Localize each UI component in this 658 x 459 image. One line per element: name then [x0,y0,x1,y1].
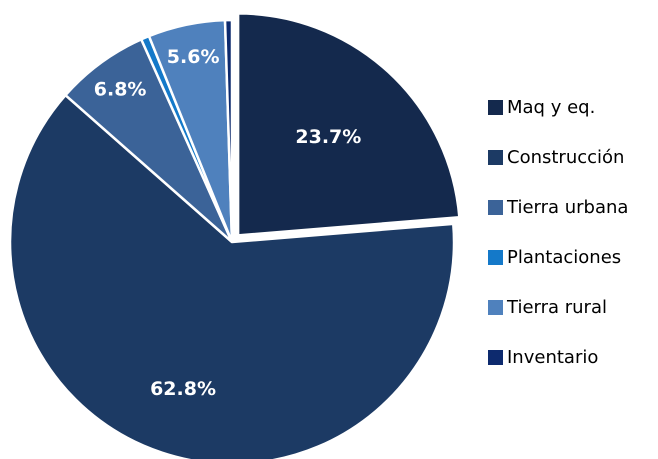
pie-slice [223,18,234,243]
legend-label: Plantaciones [507,247,621,268]
legend-swatch [488,200,503,215]
legend-swatch [488,300,503,315]
legend-label: Tierra urbana [506,197,628,218]
legend-label: Inventario [507,347,598,368]
legend-swatch [488,350,503,365]
legend-label: Maq y eq. [507,97,595,118]
legend-swatch [488,100,503,115]
legend-label: Construcción [507,147,624,168]
value-label: 62.8% [150,378,216,400]
value-label: 23.7% [295,126,361,148]
value-label: 6.8% [94,79,147,101]
pie-slice [8,93,456,459]
legend-swatch [488,250,503,265]
legend-swatch [488,150,503,165]
legend-label: Tierra rural [506,297,607,318]
pie-slice [236,12,461,237]
value-label: 5.6% [167,46,220,68]
